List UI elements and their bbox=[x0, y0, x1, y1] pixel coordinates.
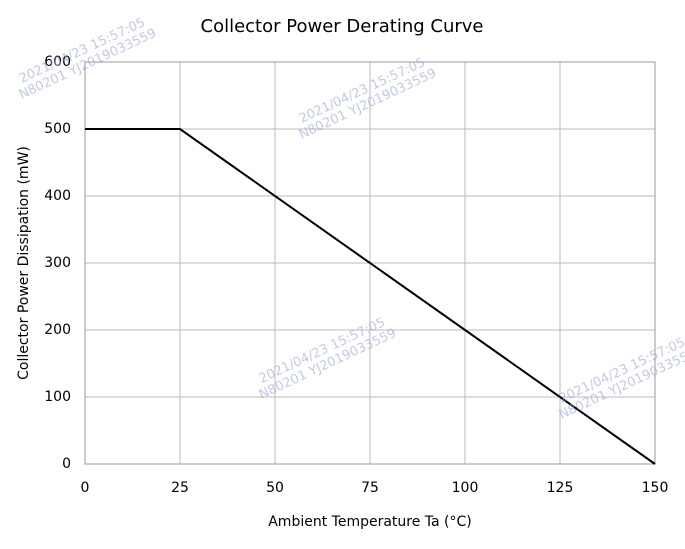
x-tick-label: 0 bbox=[81, 480, 90, 496]
x-tick-label: 75 bbox=[361, 480, 379, 496]
y-tick-label: 0 bbox=[62, 456, 71, 472]
x-tick-label: 150 bbox=[642, 480, 669, 496]
chart-title: Collector Power Derating Curve bbox=[201, 16, 484, 37]
y-axis-label: Collector Power Dissipation (mW) bbox=[16, 146, 32, 380]
x-tick-label: 100 bbox=[452, 480, 479, 496]
x-axis-label: Ambient Temperature Ta (°C) bbox=[268, 514, 472, 530]
y-tick-label: 500 bbox=[44, 121, 71, 137]
y-tick-label: 200 bbox=[44, 322, 71, 338]
x-tick-label: 125 bbox=[547, 480, 574, 496]
y-tick-label: 400 bbox=[44, 188, 71, 204]
y-tick-label: 300 bbox=[44, 255, 71, 271]
y-tick-label: 600 bbox=[44, 54, 71, 70]
x-tick-label: 25 bbox=[171, 480, 189, 496]
y-tick-label: 100 bbox=[44, 389, 71, 405]
x-tick-label: 50 bbox=[266, 480, 284, 496]
plot-frame bbox=[84, 61, 656, 465]
data-line bbox=[85, 128, 656, 465]
